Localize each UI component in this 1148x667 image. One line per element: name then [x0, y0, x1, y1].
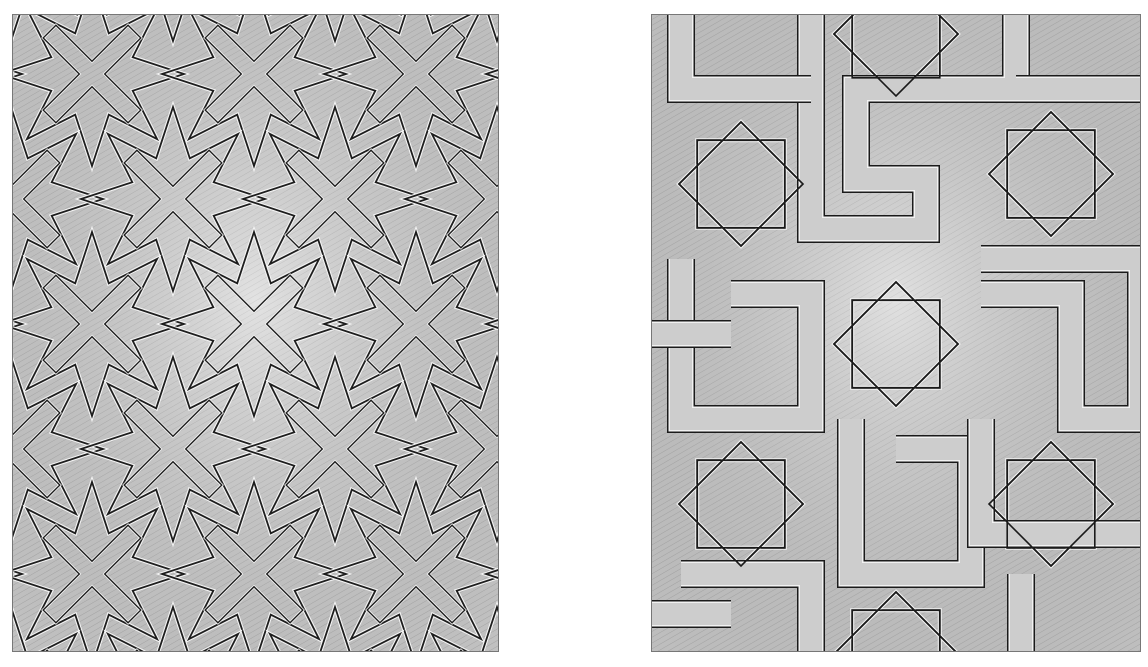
octagram-overlay [851, 609, 941, 652]
star-outline [12, 14, 187, 169]
cross-outline [447, 149, 499, 249]
octagram-overlay [987, 110, 1115, 238]
cross-outline [285, 149, 385, 249]
octagram-overlay [851, 299, 941, 389]
star-outline [159, 479, 349, 652]
cross-outline [42, 274, 142, 374]
cross-outline [12, 399, 61, 499]
octagram-overlay [834, 590, 958, 652]
meander-band-fill [670, 14, 811, 100]
meander-band-fill [800, 14, 1027, 240]
cross-outline [366, 274, 466, 374]
cross-outline [123, 649, 223, 652]
octagram-overlay [851, 14, 941, 79]
star-outline [267, 14, 403, 44]
octagram-overlay [832, 280, 960, 408]
star-outline [402, 354, 499, 544]
cross-outline [123, 149, 223, 249]
octagram-overlay [696, 459, 786, 549]
cross-outline [123, 399, 223, 499]
meander-band-fill [840, 419, 982, 585]
right-meander-pattern-illustration [651, 14, 1141, 652]
cross-outline [447, 399, 499, 499]
octagram-overlay [1006, 459, 1096, 549]
octagram-overlay [677, 120, 805, 248]
cross-outline [204, 24, 304, 124]
meander-band-fill [981, 248, 1141, 430]
star-outline [321, 229, 499, 419]
star-motif-layer [12, 14, 499, 652]
star-outline [12, 229, 187, 419]
star-outline [321, 14, 499, 169]
cross-outline [12, 149, 61, 249]
octagram-overlay [696, 139, 786, 229]
octagram-overlay [832, 14, 960, 98]
star-outline [240, 354, 430, 544]
star-outline [78, 104, 268, 294]
cross-outline [204, 524, 304, 624]
star-outline [12, 357, 106, 541]
star-outline [240, 104, 430, 294]
star-outline [429, 14, 499, 44]
octagram-overlay [1006, 129, 1096, 219]
cross-outline [285, 649, 385, 652]
cross-outline [447, 649, 499, 652]
star-outline [12, 107, 106, 291]
plate-border [651, 14, 1141, 652]
star-outline [321, 479, 499, 652]
cross-outline [204, 274, 304, 374]
left-star-pattern-illustration [12, 14, 499, 652]
cross-outline [366, 524, 466, 624]
right-pattern-plate [651, 14, 1141, 652]
cross-outline [366, 24, 466, 124]
cross-outline [285, 399, 385, 499]
meander-motif-layer [651, 14, 1141, 652]
star-outline [105, 14, 241, 44]
star-outline [159, 14, 349, 169]
octagram-overlay [677, 440, 805, 568]
cross-outline [42, 24, 142, 124]
octagram-overlay [987, 440, 1115, 568]
cross-outline [42, 524, 142, 624]
plate-border [12, 14, 499, 652]
star-outline [78, 354, 268, 544]
star-outline [402, 104, 499, 294]
meander-band-fill [681, 563, 822, 652]
meander-band-fill [670, 259, 822, 430]
meander-band-fill [970, 419, 1141, 545]
star-outline [12, 479, 187, 652]
left-pattern-plate [12, 14, 499, 652]
tonal-shading [12, 14, 499, 652]
star-outline [159, 229, 349, 419]
